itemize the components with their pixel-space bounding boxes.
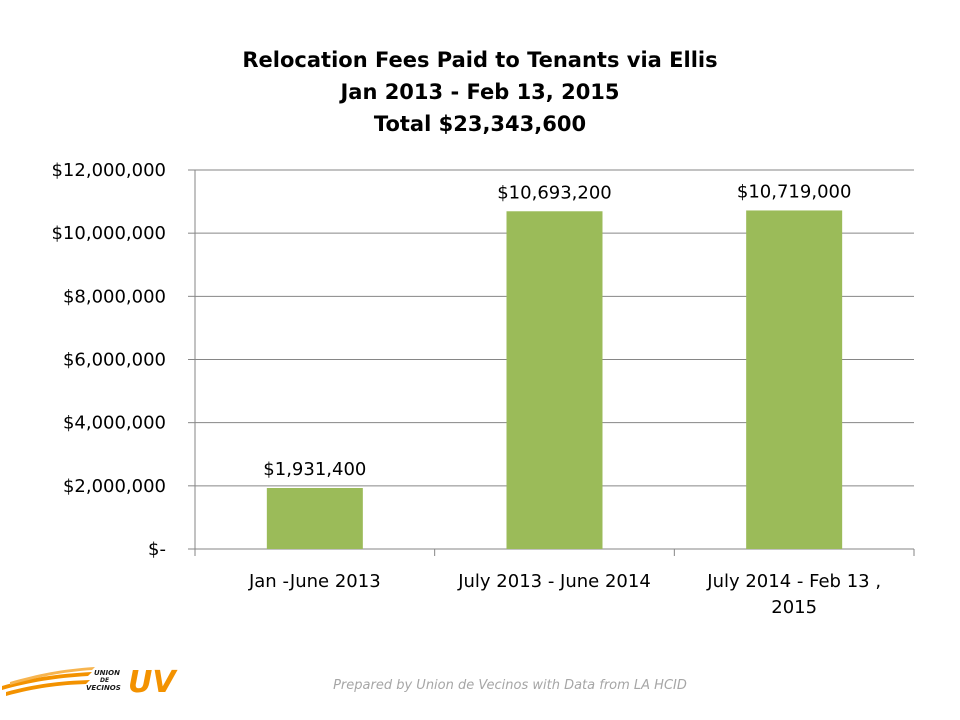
data-label: $10,693,200 <box>497 182 612 203</box>
bars <box>266 210 843 549</box>
chart-title: Relocation Fees Paid to Tenants via Elli… <box>0 44 960 140</box>
chart-title-line-2: Jan 2013 - Feb 13, 2015 <box>340 80 620 104</box>
x-category-label: July 2014 - Feb 13 , <box>706 571 881 592</box>
logo-swoosh-icon <box>2 667 95 696</box>
y-tick-label: $8,000,000 <box>63 286 166 307</box>
data-label: $10,719,000 <box>737 181 852 202</box>
labels: $- $2,000,000 $4,000,000 $6,000,000 $8,000,0… <box>51 160 881 618</box>
logo-text-de: DE <box>100 677 110 684</box>
bar <box>746 210 843 549</box>
y-tick-label: $6,000,000 <box>63 350 166 371</box>
bar <box>506 211 603 549</box>
y-tick-label: $10,000,000 <box>51 223 166 244</box>
y-tick-label: $12,000,000 <box>51 160 166 181</box>
bar <box>266 487 363 549</box>
x-category-label: July 2013 - June 2014 <box>457 571 651 592</box>
bar-chart: $- $2,000,000 $4,000,000 $6,000,000 $8,000,0… <box>51 160 915 618</box>
chart-title-line-3: Total $23,343,600 <box>373 112 587 136</box>
data-label: $1,931,400 <box>263 459 366 480</box>
y-tick-label: $- <box>148 539 166 560</box>
y-tick-label: $4,000,000 <box>63 413 166 434</box>
y-tick-label: $2,000,000 <box>63 476 166 497</box>
logo-text-vecinos: VECINOS <box>86 684 121 692</box>
logo-text-union: UNION <box>94 669 120 677</box>
x-category-label: 2015 <box>771 597 817 618</box>
chart-title-line-1: Relocation Fees Paid to Tenants via Elli… <box>242 48 718 72</box>
logo-uv-mark: UV <box>128 665 178 700</box>
union-de-vecinos-logo: UNION DE VECINOS UV <box>2 665 178 700</box>
footer-credit: Prepared by Union de Vecinos with Data f… <box>333 678 687 693</box>
x-category-label: Jan -June 2013 <box>248 571 381 592</box>
